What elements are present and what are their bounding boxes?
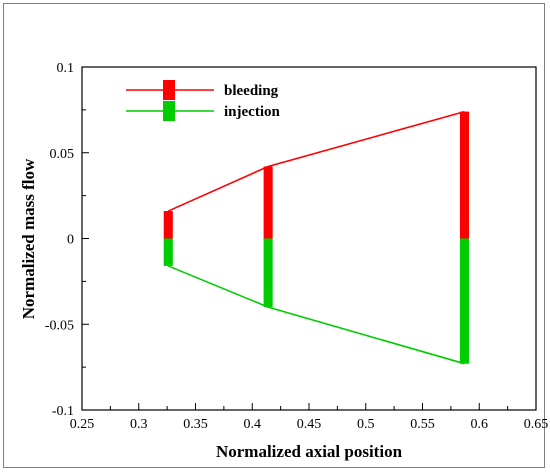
bleeding-line — [167, 110, 465, 212]
legend-label-bleeding: bleeding — [224, 83, 279, 99]
injection-line — [167, 265, 465, 365]
injection-bar — [163, 238, 173, 266]
axis-ticks: 0.25 0.3 0.35 0.4 0.45 0.5 0.55 0.6 0.65 0.1 0.05 0… — [45, 61, 548, 432]
bleeding-bar — [263, 166, 273, 239]
y-tick-label: -0.05 — [45, 318, 74, 333]
injection-bar — [459, 238, 470, 364]
y-tick-label: -0.1 — [52, 404, 74, 419]
x-tick-label: 0.55 — [410, 417, 435, 432]
x-tick-label: 0.5 — [357, 417, 375, 432]
series-lines — [167, 110, 465, 365]
y-tick-label: 0.05 — [50, 147, 75, 162]
legend-swatch-injection — [163, 101, 175, 121]
x-axis-title: Normalized axial position — [216, 442, 403, 461]
x-tick-label: 0.25 — [70, 417, 95, 432]
injection-bar — [263, 238, 273, 308]
y-tick-label: 0 — [67, 233, 74, 248]
x-tick-label: 0.3 — [130, 417, 148, 432]
x-tick-label: 0.45 — [297, 417, 322, 432]
bleeding-bar — [459, 111, 470, 239]
x-tick-label: 0.65 — [524, 417, 549, 432]
figure-frame — [3, 3, 545, 468]
x-tick-label: 0.35 — [183, 417, 208, 432]
y-axis-title: Normalized mass flow — [19, 158, 38, 319]
legend-label-injection: injection — [224, 104, 280, 120]
x-tick-label: 0.6 — [471, 417, 489, 432]
legend-swatch-bleeding — [163, 80, 175, 100]
y-tick-label: 0.1 — [57, 61, 75, 76]
legend: bleeding injection — [126, 80, 280, 121]
x-tick-label: 0.4 — [244, 417, 262, 432]
bleeding-bar — [163, 211, 173, 239]
bars — [163, 111, 470, 364]
